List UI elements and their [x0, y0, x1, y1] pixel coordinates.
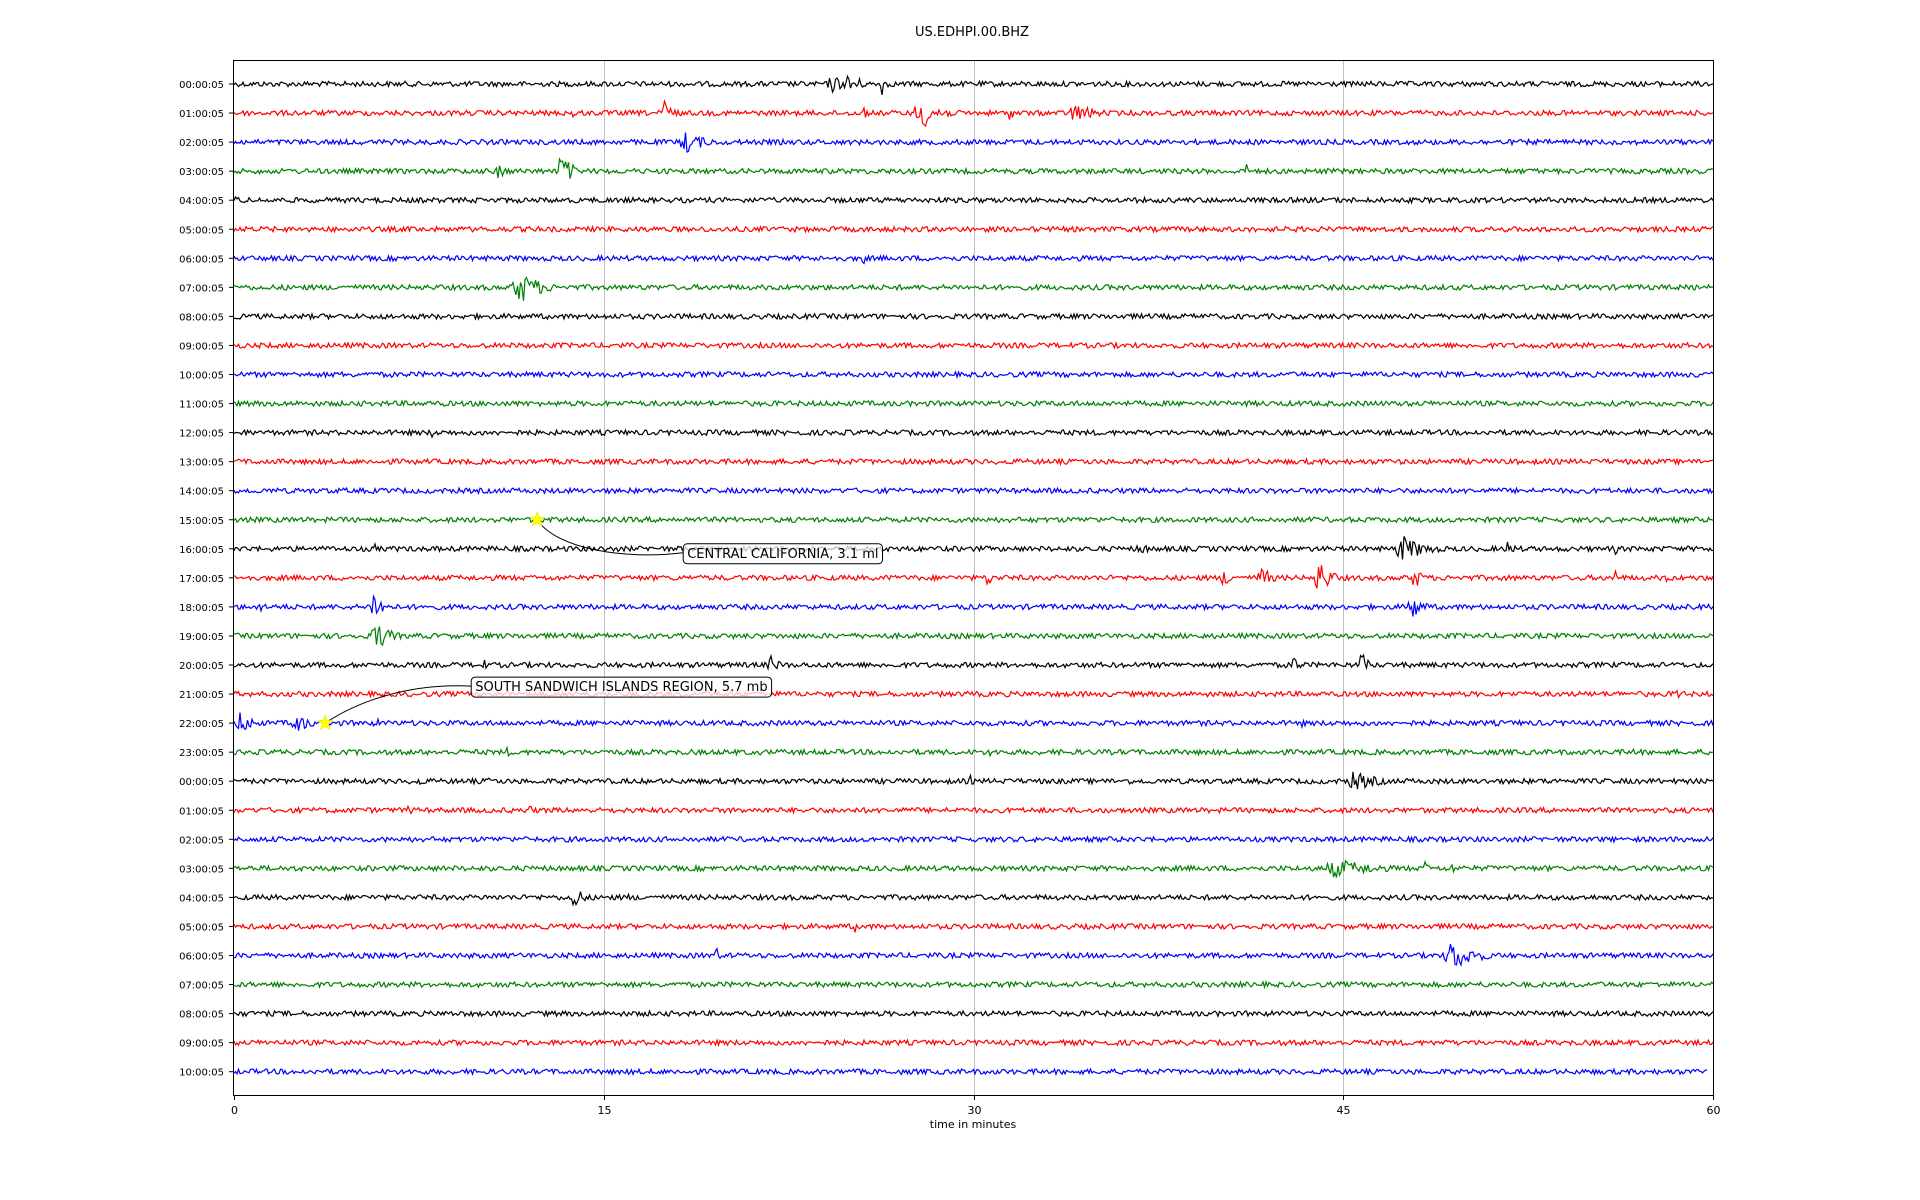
row-label-29: 05:00:05 — [179, 922, 224, 933]
row-label-30: 06:00:05 — [179, 952, 224, 963]
row-label-25: 01:00:05 — [179, 806, 224, 817]
row-label-28: 04:00:05 — [179, 893, 224, 904]
trace-row-0 — [233, 74, 1714, 96]
seismic-traces — [233, 74, 1714, 1077]
trace-row-18 — [233, 594, 1714, 617]
x-tick-label-60: 60 — [1707, 1104, 1721, 1117]
trace-row-10 — [233, 369, 1714, 380]
trace-row-31 — [233, 980, 1714, 990]
annotation-label-1: SOUTH SANDWICH ISLANDS REGION, 5.7 mb — [475, 680, 767, 695]
row-label-13: 13:00:05 — [179, 458, 224, 469]
trace-row-5 — [233, 224, 1714, 234]
trace-row-29 — [233, 921, 1714, 933]
row-label-2: 02:00:05 — [179, 138, 224, 149]
row-label-33: 09:00:05 — [179, 1039, 224, 1050]
trace-row-17 — [233, 565, 1714, 589]
trace-row-24 — [233, 771, 1714, 790]
chart-title: US.EDHPI.00.BHZ — [915, 25, 1029, 40]
trace-row-12 — [233, 428, 1714, 439]
annotation-box-1 — [470, 676, 773, 698]
row-time-labels: 00:00:05 01:00:05 02:00:05 03:00:05 04:00:05… — [179, 80, 234, 1079]
trace-row-3 — [233, 156, 1714, 179]
event-annotations: CENTRAL CALIFORNIA, 3.1 ml SOUTH SANDWICH… — [316, 511, 884, 731]
row-label-23: 23:00:05 — [179, 748, 224, 759]
row-label-5: 05:00:05 — [179, 225, 224, 236]
trace-row-19 — [233, 626, 1714, 647]
annotation-0: CENTRAL CALIFORNIA, 3.1 ml — [528, 511, 884, 565]
trace-row-9 — [233, 340, 1714, 350]
row-label-8: 08:00:05 — [179, 312, 224, 323]
trace-row-23 — [233, 745, 1714, 758]
row-label-26: 02:00:05 — [179, 835, 224, 846]
x-tick-label-45: 45 — [1337, 1104, 1351, 1117]
row-label-10: 10:00:05 — [179, 371, 224, 382]
annotation-pointer-0 — [536, 519, 684, 556]
trace-row-32 — [233, 1009, 1714, 1018]
x-tick-label-15: 15 — [598, 1104, 612, 1117]
row-label-16: 16:00:05 — [179, 545, 224, 556]
trace-row-13 — [233, 457, 1714, 467]
trace-row-14 — [233, 486, 1714, 496]
row-label-9: 09:00:05 — [179, 341, 224, 352]
row-label-4: 04:00:05 — [179, 196, 224, 207]
trace-row-26 — [233, 834, 1714, 844]
event-star-icon-0 — [528, 511, 546, 527]
row-label-20: 20:00:05 — [179, 661, 224, 672]
trace-row-4 — [233, 195, 1714, 205]
annotation-pointer-1 — [324, 685, 472, 724]
row-label-17: 17:00:05 — [179, 574, 224, 585]
row-label-18: 18:00:05 — [179, 603, 224, 614]
event-star-icon-1 — [316, 714, 334, 731]
annotation-1: SOUTH SANDWICH ISLANDS REGION, 5.7 mb — [316, 676, 773, 731]
x-tick-label-0: 0 — [231, 1104, 238, 1117]
row-label-11: 11:00:05 — [179, 400, 224, 411]
trace-row-33 — [233, 1038, 1714, 1048]
trace-row-15 — [233, 515, 1714, 524]
trace-row-22 — [233, 712, 1714, 731]
row-label-34: 10:00:05 — [179, 1068, 224, 1079]
trace-row-7 — [233, 276, 1714, 301]
trace-row-28 — [233, 891, 1714, 907]
row-label-32: 08:00:05 — [179, 1010, 224, 1021]
trace-row-20 — [233, 653, 1714, 671]
trace-row-11 — [233, 399, 1714, 408]
row-label-21: 21:00:05 — [179, 690, 224, 701]
row-label-27: 03:00:05 — [179, 864, 224, 875]
row-label-22: 22:00:05 — [179, 719, 224, 730]
trace-row-16 — [233, 536, 1714, 560]
row-label-7: 07:00:05 — [179, 283, 224, 294]
row-label-0: 00:00:05 — [179, 80, 224, 91]
plot-frame — [233, 60, 1714, 1096]
row-label-15: 15:00:05 — [179, 516, 224, 527]
trace-row-8 — [233, 311, 1714, 321]
x-axis-ticks: 0 15 30 45 60 — [231, 1095, 1721, 1117]
row-label-24: 00:00:05 — [179, 777, 224, 788]
annotation-box-0 — [682, 543, 884, 565]
annotation-label-0: CENTRAL CALIFORNIA, 3.1 ml — [687, 547, 878, 562]
trace-row-34 — [233, 1067, 1708, 1077]
trace-row-2 — [233, 132, 1714, 153]
x-axis-label: time in minutes — [930, 1118, 1017, 1131]
row-label-12: 12:00:05 — [179, 429, 224, 440]
trace-row-30 — [233, 943, 1714, 967]
row-label-31: 07:00:05 — [179, 981, 224, 992]
row-label-6: 06:00:05 — [179, 254, 224, 265]
trace-row-1 — [233, 98, 1714, 128]
trace-row-27 — [233, 859, 1714, 878]
trace-row-6 — [233, 253, 1714, 265]
trace-row-25 — [233, 804, 1714, 815]
row-label-1: 01:00:05 — [179, 109, 224, 120]
row-label-14: 14:00:05 — [179, 487, 224, 498]
row-label-19: 19:00:05 — [179, 632, 224, 643]
x-tick-label-30: 30 — [968, 1104, 982, 1117]
row-label-3: 03:00:05 — [179, 167, 224, 178]
